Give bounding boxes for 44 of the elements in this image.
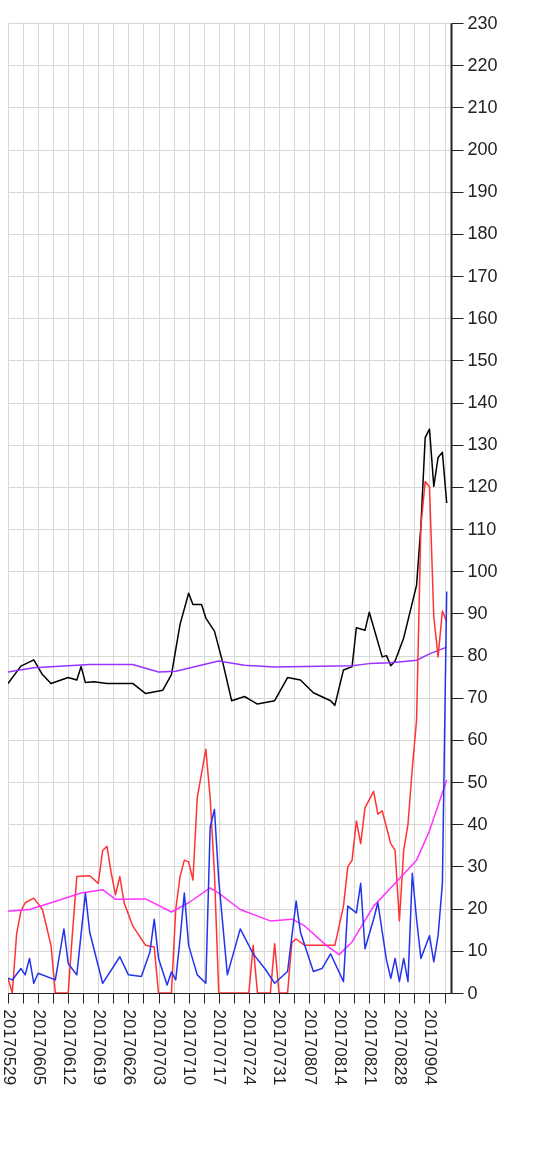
x-tick-label: 20170807 <box>300 1009 320 1086</box>
y-tick-label: 20 <box>467 898 488 919</box>
y-tick-label: 150 <box>467 349 498 370</box>
y-tick-label: 60 <box>467 729 488 750</box>
x-tick-label: 20170703 <box>150 1009 170 1086</box>
line-series <box>8 590 448 986</box>
y-tick-label: 200 <box>467 139 498 160</box>
y-tick-label: 190 <box>467 181 498 202</box>
y-tick-label: 80 <box>467 645 488 666</box>
x-tick-label: 20170717 <box>210 1009 230 1086</box>
y-tick-label: 10 <box>467 940 488 961</box>
y-tick-label: 100 <box>467 560 498 581</box>
y-tick-label: 170 <box>467 265 498 286</box>
x-tick-label: 20170626 <box>119 1009 139 1086</box>
x-tick-label: 20170724 <box>240 1009 260 1086</box>
line-series <box>8 779 448 956</box>
x-tick-label: 20170821 <box>360 1009 380 1086</box>
y-tick-label: 160 <box>467 307 498 328</box>
y-tick-label: 120 <box>467 476 498 497</box>
x-tick-label: 20170529 <box>0 1009 19 1086</box>
y-tick-label: 180 <box>467 223 498 244</box>
y-tick-label: 70 <box>467 687 488 708</box>
y-tick-label: 40 <box>467 813 488 834</box>
line-series <box>8 428 448 707</box>
line-series <box>8 480 448 993</box>
x-tick-label: 20170814 <box>330 1009 350 1086</box>
x-tick-label: 20170904 <box>421 1009 440 1086</box>
y-tick-label: 230 <box>467 12 498 33</box>
x-tick-label: 20170605 <box>29 1009 49 1086</box>
y-tick-label: 50 <box>467 771 488 792</box>
y-tick-label: 30 <box>467 855 488 876</box>
y-tick-label: 140 <box>467 392 498 413</box>
y-tick-label: 110 <box>467 518 497 539</box>
y-tick-label: 220 <box>467 54 498 75</box>
y-tick-label: 210 <box>467 96 498 117</box>
x-tick-label: 20170619 <box>89 1009 109 1086</box>
y-tick-label: 90 <box>467 602 488 623</box>
line-series <box>8 646 448 673</box>
y-tick-label: 0 <box>467 982 478 1003</box>
x-tick-label: 20170710 <box>180 1009 200 1086</box>
x-tick-label: 20170828 <box>390 1009 410 1086</box>
x-tick-label: 20170731 <box>270 1009 290 1086</box>
y-tick-label: 130 <box>467 434 498 455</box>
x-tick-label: 20170612 <box>59 1009 79 1086</box>
